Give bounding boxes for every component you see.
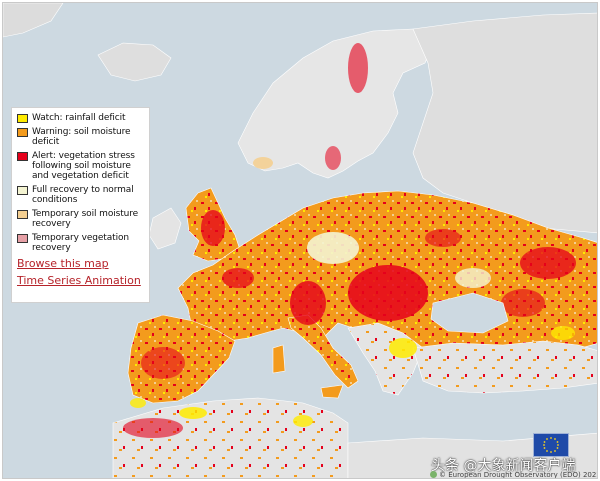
legend-label: Watch: rainfall deficit bbox=[32, 113, 126, 123]
legend-label: Alert: vegetation stress following soil … bbox=[32, 151, 135, 181]
black-sea bbox=[430, 292, 509, 334]
legend-label: Warning: soil moisture deficit bbox=[32, 127, 131, 147]
watch-patches bbox=[130, 326, 575, 427]
warning-swatch bbox=[17, 128, 28, 137]
drought-map[interactable] bbox=[3, 3, 598, 479]
recovery-patches bbox=[253, 157, 491, 288]
eu-flag-icon bbox=[533, 433, 569, 457]
legend-label: Full recovery to normal conditions bbox=[32, 185, 134, 205]
legend-item-full-recovery: Full recovery to normal conditions bbox=[17, 185, 145, 205]
edo-logo-icon bbox=[430, 471, 437, 478]
watch-swatch bbox=[17, 114, 28, 123]
temporary-vegetation-recovery-swatch bbox=[17, 234, 28, 243]
legend-item-warning: Warning: soil moisture deficit bbox=[17, 127, 145, 147]
map-legend: Watch: rainfall deficit Warning: soil mo… bbox=[11, 107, 150, 303]
legend-item-alert: Alert: vegetation stress following soil … bbox=[17, 151, 145, 181]
legend-label: Temporary soil moisture recovery bbox=[32, 209, 139, 229]
legend-item-temporary-vegetation-recovery: Temporary vegetation recovery bbox=[17, 233, 145, 253]
temporary-soil-recovery-swatch bbox=[17, 210, 28, 219]
legend-item-temporary-soil-recovery: Temporary soil moisture recovery bbox=[17, 209, 145, 229]
legend-label: Temporary vegetation recovery bbox=[32, 233, 129, 253]
credit-text: © European Drought Observatory (EDO) 202… bbox=[439, 471, 598, 479]
alert-swatch bbox=[17, 152, 28, 161]
time-series-animation-link[interactable]: Time Series Animation bbox=[17, 274, 141, 287]
alert-hotspots bbox=[123, 43, 576, 438]
credit-line: © European Drought Observatory (EDO) 202… bbox=[430, 471, 598, 479]
watermark-text: 头条 @大象新闻客户端 bbox=[431, 458, 576, 474]
full-recovery-swatch bbox=[17, 186, 28, 195]
browse-map-link[interactable]: Browse this map bbox=[17, 257, 109, 270]
legend-item-watch: Watch: rainfall deficit bbox=[17, 113, 145, 123]
